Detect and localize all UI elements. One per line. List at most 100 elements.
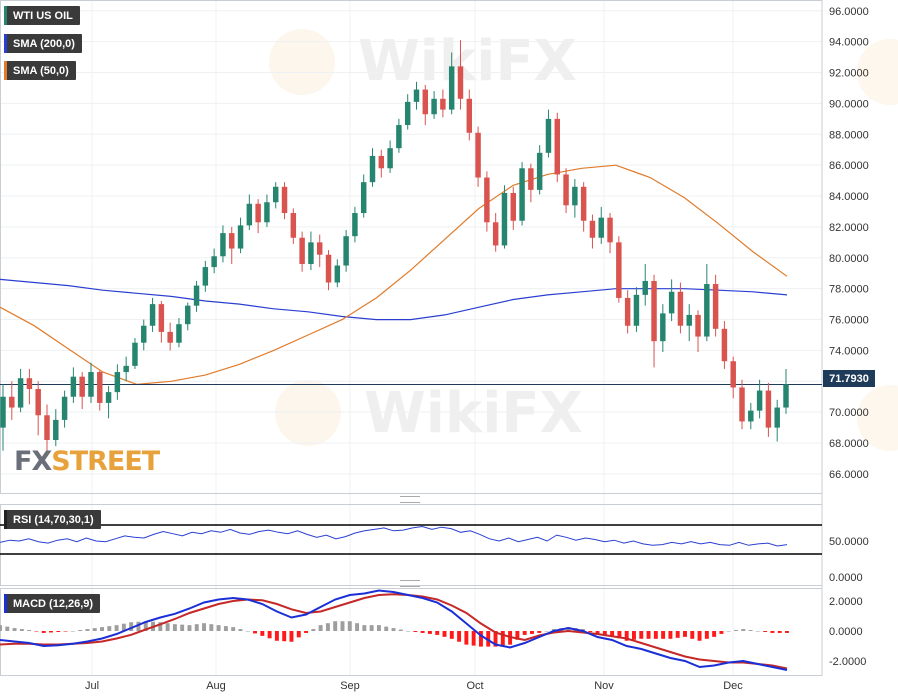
candle-down <box>589 220 596 238</box>
macd-histogram-bar <box>253 631 258 634</box>
candle-up <box>396 125 402 149</box>
candle-up <box>176 324 182 343</box>
macd-histogram-bar <box>172 624 177 631</box>
macd-histogram-bar <box>777 631 782 633</box>
legend-instrument[interactable]: WTI US OIL <box>4 6 80 25</box>
current-price-tag: 71.7930 <box>823 370 875 387</box>
price-tick-label: 86.0000 <box>829 160 869 172</box>
candle-down <box>281 186 288 214</box>
macd-histogram-bar <box>245 631 250 632</box>
macd-histogram-bar <box>274 631 279 641</box>
candle-up <box>141 325 147 343</box>
candle-down <box>721 328 728 362</box>
time-tick-label: Dec <box>723 680 743 692</box>
candle-down <box>44 415 50 440</box>
legend-macd[interactable]: MACD (12,26,9) <box>4 594 101 613</box>
macd-histogram-bar <box>398 629 403 631</box>
candle-down <box>325 254 332 283</box>
macd-histogram-bar <box>56 631 61 632</box>
macd-histogram-bar <box>544 631 549 632</box>
macd-histogram-bar <box>340 621 345 631</box>
candle-up <box>132 342 138 366</box>
sma50-color-swatch <box>4 61 7 80</box>
macd-histogram-bar <box>107 626 112 631</box>
legend-rsi-label: RSI (14,70,30,1) <box>13 513 94 526</box>
candle-up <box>642 280 648 295</box>
panel-resize-handle[interactable] <box>400 496 420 503</box>
candle-up <box>53 419 59 440</box>
panel-resize-handle[interactable] <box>400 580 420 587</box>
time-tick-label: Nov <box>594 680 614 692</box>
candle-up <box>308 242 314 264</box>
candle-down <box>158 304 165 332</box>
macd-histogram-bar <box>216 625 221 631</box>
legend-sma200[interactable]: SMA (200,0) <box>4 34 82 53</box>
watermark-logo-icon <box>857 39 898 105</box>
macd-histogram-bar <box>267 631 272 639</box>
fxstreet-logo: FXSTREET <box>14 446 160 477</box>
macd-histogram-bar <box>63 631 68 632</box>
macd-histogram-bar <box>406 631 411 632</box>
candle-down <box>378 155 385 169</box>
legend-rsi[interactable]: RSI (14,70,30,1) <box>4 510 101 529</box>
legend-sma50[interactable]: SMA (50,0) <box>4 61 76 80</box>
rsi-panel <box>0 524 822 555</box>
time-tick-label: Aug <box>206 680 226 692</box>
price-tick-label: 74.0000 <box>829 345 869 357</box>
legend-sma50-label: SMA (50,0) <box>13 64 69 77</box>
macd-histogram-bar <box>100 627 104 631</box>
macd-histogram-bar <box>355 623 360 631</box>
macd-histogram-bar <box>478 631 483 647</box>
macd-histogram-bar <box>449 631 454 639</box>
candle-down <box>580 186 587 221</box>
candle-down <box>316 242 323 255</box>
macd-histogram-bar <box>92 628 97 631</box>
price-tick-label: 92.0000 <box>829 68 869 80</box>
time-axis: Jul Aug Sep Oct Nov Dec <box>85 680 743 692</box>
macd-histogram-bar <box>143 621 148 631</box>
macd-histogram-bar <box>486 631 491 647</box>
candle-up <box>17 378 24 408</box>
macd-histogram-bar <box>260 631 265 636</box>
macd-histogram-bar <box>231 627 236 631</box>
candle-down <box>9 396 15 408</box>
candle-up <box>704 284 710 337</box>
macd-histogram-bar <box>165 623 170 631</box>
candle-up <box>536 152 543 190</box>
macd-histogram-bar <box>296 631 301 638</box>
macd-signal-line <box>0 593 788 670</box>
macd-histogram-bar <box>369 625 374 631</box>
macd-histogram-bar <box>78 630 83 631</box>
candle-down <box>510 192 516 221</box>
macd-histogram-bar <box>675 631 680 638</box>
candle-down <box>651 280 657 342</box>
candle-down <box>457 66 464 99</box>
price-tick-label: 68.0000 <box>829 438 869 450</box>
candle-up <box>686 314 692 326</box>
macd-histogram-bar <box>610 631 615 636</box>
macd-histogram-bar <box>289 631 294 642</box>
candle-down <box>563 174 569 206</box>
macd-axis: 2.0000 0.0000 -2.0000 <box>829 596 866 668</box>
candle-up <box>360 182 367 214</box>
panel-borders <box>0 0 823 676</box>
candle-down <box>739 387 745 422</box>
macd-histogram-bar <box>376 625 381 631</box>
macd-histogram-bar <box>121 623 126 631</box>
macd-histogram-bar <box>435 631 440 635</box>
candle-down <box>35 389 41 416</box>
macd-histogram-bar <box>333 621 338 631</box>
macd-histogram-bar <box>19 629 24 631</box>
macd-histogram-bar <box>712 631 717 637</box>
watermark-text: WikiFX <box>364 381 583 446</box>
candle-up <box>413 89 420 102</box>
candle-up <box>519 168 525 221</box>
candle-up <box>105 392 112 403</box>
legend-instrument-label: WTI US OIL <box>13 9 73 22</box>
macd-histogram-bar <box>318 625 323 631</box>
candle-down <box>492 222 499 246</box>
macd-color-swatch <box>4 594 7 613</box>
candle-down <box>466 98 473 133</box>
macd-histogram-bar <box>522 631 527 635</box>
